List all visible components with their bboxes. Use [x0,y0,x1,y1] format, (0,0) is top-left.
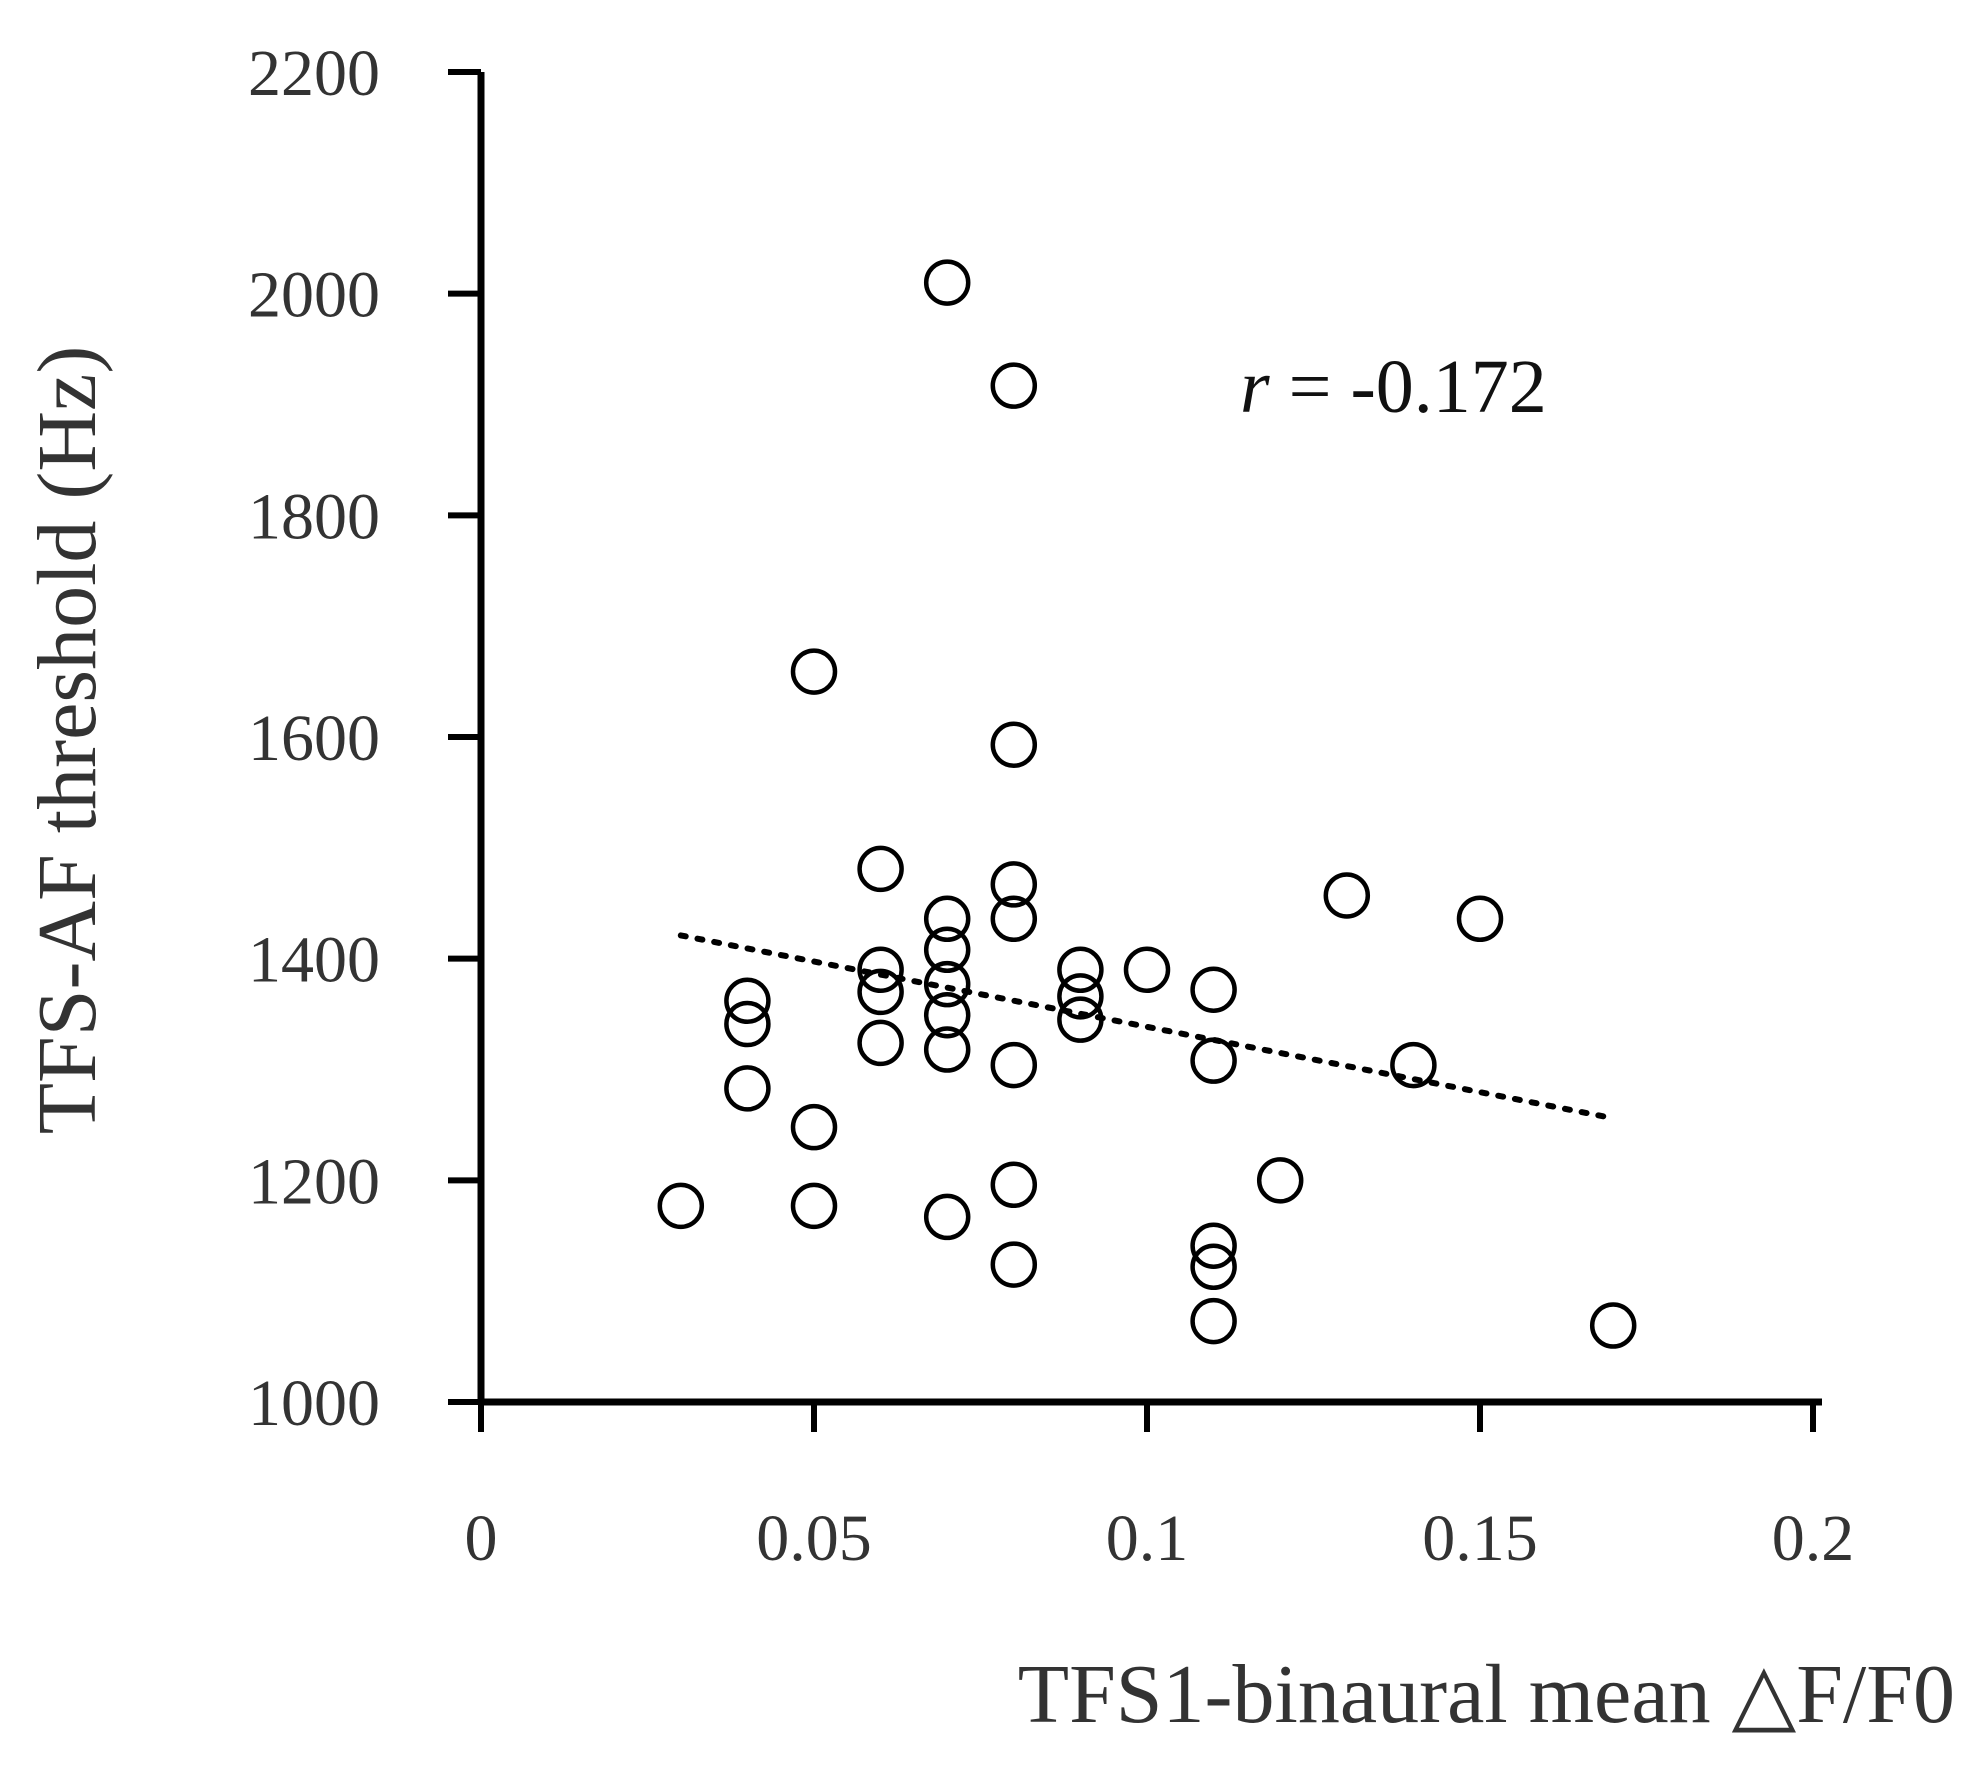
x-tick-label: 0.15 [1422,1502,1538,1575]
data-point [1256,1157,1304,1204]
y-axis-label: TFS-AF threshold (Hz) [21,346,114,1135]
y-tick-label: 1000 [248,1367,380,1440]
trendline-group [677,932,1617,1122]
y-tick-label: 1600 [248,702,380,775]
axes [477,72,1822,1406]
data-point [1190,1037,1237,1084]
data-point [857,968,904,1016]
x-tick-label: 0.1 [1106,1502,1189,1575]
data-point [923,991,971,1039]
data-point [1057,973,1104,1020]
data-point [1123,946,1171,993]
data-point [990,721,1038,769]
data-point [1190,1243,1237,1291]
data-point [1190,1297,1237,1345]
data-point [790,1182,838,1230]
data-point [1057,946,1104,993]
x-tick-label: 0.05 [756,1502,872,1575]
data-point [1057,996,1104,1043]
data-point [923,259,971,306]
x-tick-label: 0 [465,1502,498,1575]
data-point [657,1182,705,1230]
y-tick-label: 1400 [248,924,380,997]
data-point [790,648,838,695]
data-point [923,895,971,943]
correlation-value: = -0.172 [1270,345,1547,429]
data-point [990,1041,1038,1089]
data-point [990,861,1038,908]
data-point [1390,1041,1437,1089]
data-point [923,960,971,1008]
x-axis-label: TFS1-binaural mean △F/F0 [1018,1648,1955,1741]
data-point [990,1241,1038,1288]
y-tick-label: 1800 [248,480,380,553]
data-point [990,895,1038,943]
data-point [857,845,904,893]
data-point [857,946,904,993]
y-tick-label: 2000 [248,259,380,332]
data-point [1323,872,1371,919]
data-point [923,1026,971,1073]
correlation-r-symbol: r [1240,345,1270,429]
data-point [724,1065,771,1112]
data-point [724,1000,771,1048]
data-point [1190,1222,1237,1269]
data-point [1456,895,1504,943]
data-point [1589,1302,1637,1349]
data-point [790,1103,838,1151]
correlation-annotation: r = -0.172 [1240,345,1547,429]
data-point [923,926,971,974]
data-point [923,1193,971,1241]
data-point [857,1019,904,1067]
data-point [990,362,1038,409]
trendline [677,932,1617,1122]
axis-ticks: 1000 1200 1400 1600 1800 2000 2200 0 0.05 0.1 0.15… [248,37,1854,1575]
y-tick-label: 1200 [248,1145,380,1218]
data-point [990,1161,1038,1209]
data-points [657,259,1637,1349]
x-tick-label: 0.2 [1772,1502,1855,1575]
y-tick-label: 2200 [248,37,380,110]
data-point [1190,966,1237,1013]
data-point [724,977,771,1025]
